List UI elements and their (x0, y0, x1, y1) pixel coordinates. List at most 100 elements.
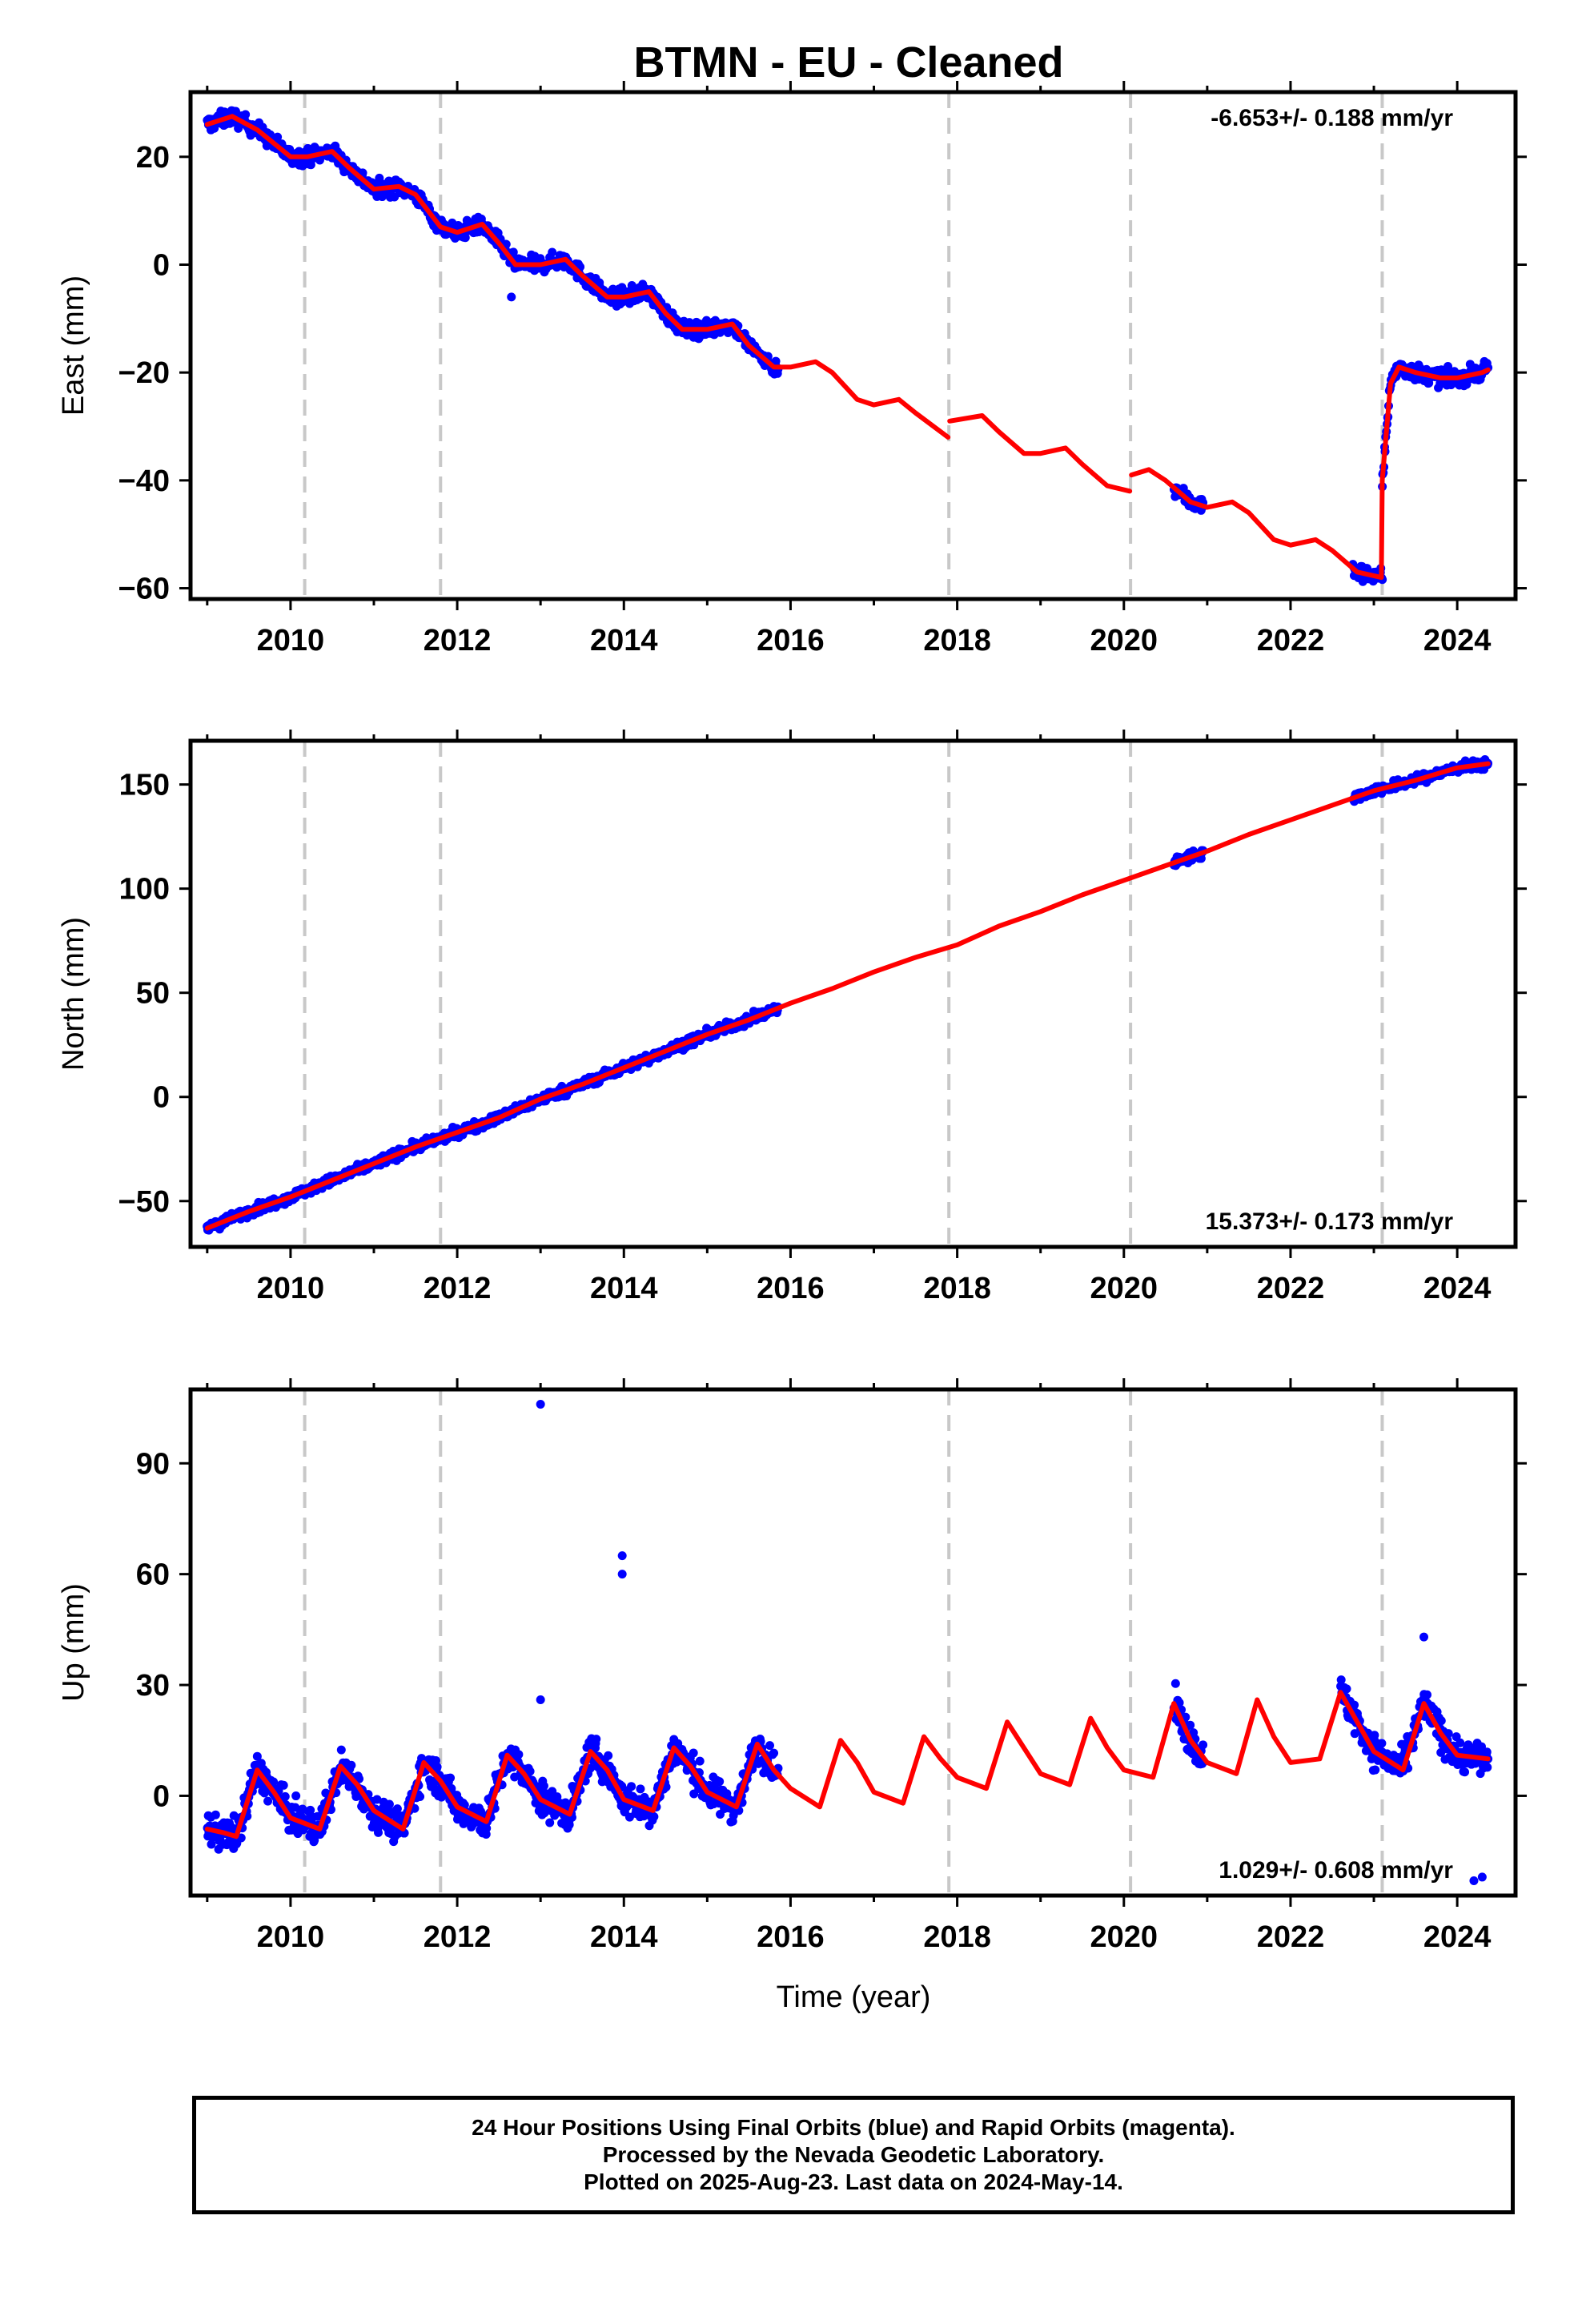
observation-point (279, 1780, 288, 1790)
observation-point (715, 1777, 725, 1787)
y-tick-label--40: −40 (118, 464, 170, 498)
observation-point (1186, 1720, 1195, 1730)
x-tick-label-2010: 2010 (257, 624, 325, 657)
x-tick-label-2020: 2020 (1090, 1272, 1158, 1305)
observation-point (769, 1748, 779, 1758)
observation-point (1199, 1740, 1208, 1750)
observation-point (373, 1827, 383, 1837)
observation-point (291, 1803, 300, 1812)
observation-point (604, 1751, 613, 1760)
model-line-segment-1 (947, 413, 1133, 494)
y-tick-label-30: 30 (136, 1669, 170, 1703)
observation-point (636, 1784, 645, 1794)
panel-up: 2010 2012 2014 2016 2018 2020 2022 2024 0 30 60 90 U… (57, 1378, 1527, 1954)
x-tick-label-2014: 2014 (590, 624, 658, 657)
y-tick-label-60: 60 (136, 1558, 170, 1592)
chart-panels: 2010 2012 2014 2016 2018 2020 2022 2024 −60 −40 −2… (57, 81, 1527, 1954)
observation-point (1377, 1739, 1387, 1748)
outlier-point-2 (617, 1570, 627, 1579)
observation-point (1443, 1729, 1453, 1739)
y-tick-label-100: 100 (119, 873, 170, 907)
observation-point (347, 1760, 356, 1770)
observation-point (649, 1812, 659, 1822)
plot-frame (188, 1387, 1518, 1898)
observation-point (592, 1735, 601, 1744)
x-tick-label-2022: 2022 (1257, 624, 1325, 657)
x-tick-label-2010: 2010 (257, 1272, 325, 1305)
outlier-point-0 (507, 292, 516, 302)
x-tick-label-2016: 2016 (757, 1272, 825, 1305)
x-tick-label-2022: 2022 (1257, 1920, 1325, 1954)
observation-point (392, 1804, 402, 1814)
y-axis-title: Up (mm) (57, 1583, 90, 1702)
model-line-segment-0 (204, 1690, 1491, 1839)
observation-point (416, 1791, 425, 1801)
x-axis-title: Time (year) (777, 1980, 931, 2014)
y-axis-title: East (mm) (57, 275, 90, 416)
caption-line-1: 24 Hour Positions Using Final Orbits (bl… (472, 2115, 1235, 2140)
observation-point (306, 1805, 315, 1815)
model-line-segment-0 (204, 114, 951, 440)
observation-point (1482, 1747, 1492, 1757)
observation-point (372, 1795, 382, 1804)
x-tick-label-2020: 2020 (1090, 1920, 1158, 1954)
observation-point (460, 233, 470, 243)
observation-point (689, 1748, 698, 1758)
observation-point (269, 1777, 279, 1787)
observation-points (203, 755, 1493, 1235)
figure-title: BTMN - EU - Cleaned (633, 38, 1063, 86)
observation-point (1342, 1684, 1351, 1694)
caption-line-2: Processed by the Nevada Geodetic Laborat… (602, 2142, 1105, 2167)
x-tick-label-2020: 2020 (1090, 624, 1158, 657)
y-tick-label-0: 0 (153, 248, 170, 282)
observation-point (252, 1751, 262, 1761)
x-tick-label-2018: 2018 (923, 1272, 991, 1305)
outlier-point-6 (1477, 1872, 1487, 1882)
observation-point (1370, 1731, 1379, 1740)
x-tick-label-2016: 2016 (757, 624, 825, 657)
y-tick-label--20: −20 (118, 356, 170, 390)
observation-point (548, 247, 557, 257)
observation-point (539, 1781, 548, 1791)
y-tick-label--60: −60 (118, 573, 170, 606)
observation-point (241, 110, 251, 119)
observation-point (1336, 1675, 1346, 1685)
x-tick-label-2012: 2012 (424, 1920, 492, 1954)
observation-point (1476, 1742, 1486, 1751)
observation-point (482, 1823, 492, 1833)
observation-point (627, 281, 636, 291)
outlier-point-1 (617, 1551, 627, 1561)
x-tick-label-2024: 2024 (1423, 624, 1492, 657)
x-tick-label-2016: 2016 (757, 1920, 825, 1954)
rate-annotation: -6.653+/- 0.188 mm/yr (1211, 105, 1453, 131)
y-tick-label-0: 0 (153, 1779, 170, 1813)
observation-point (1371, 1765, 1380, 1775)
x-tick-label-2010: 2010 (257, 1920, 325, 1954)
observation-point (627, 1782, 636, 1791)
observation-point (765, 1741, 774, 1751)
observation-point (207, 1839, 216, 1849)
x-tick-label-2014: 2014 (590, 1272, 658, 1305)
observation-point (384, 1799, 394, 1809)
observation-point (695, 1756, 705, 1766)
observation-point (1350, 1700, 1359, 1710)
x-tick-label-2022: 2022 (1257, 1272, 1325, 1305)
model-line-segment-0 (204, 761, 1491, 1231)
observation-point (552, 1792, 562, 1802)
outlier-point-5 (1469, 1876, 1479, 1886)
observation-points (203, 1399, 1493, 1886)
y-tick-label-150: 150 (119, 769, 170, 802)
observation-points (203, 106, 1493, 586)
caption-box: 24 Hour Positions Using Final Orbits (bl… (192, 2096, 1515, 2214)
observation-point (291, 1791, 301, 1801)
panel-north: 2010 2012 2014 2016 2018 2020 2022 2024 −50 0 50 10… (57, 730, 1527, 1305)
caption-line-3: Plotted on 2025-Aug-23. Last data on 202… (584, 2169, 1123, 2194)
observation-point (1170, 1679, 1180, 1688)
observation-point (446, 1773, 456, 1783)
outlier-point-3 (536, 1695, 545, 1705)
x-tick-label-2018: 2018 (923, 624, 991, 657)
y-tick-label--50: −50 (118, 1185, 170, 1219)
observation-point (211, 1810, 220, 1819)
x-tick-label-2014: 2014 (590, 1920, 658, 1954)
